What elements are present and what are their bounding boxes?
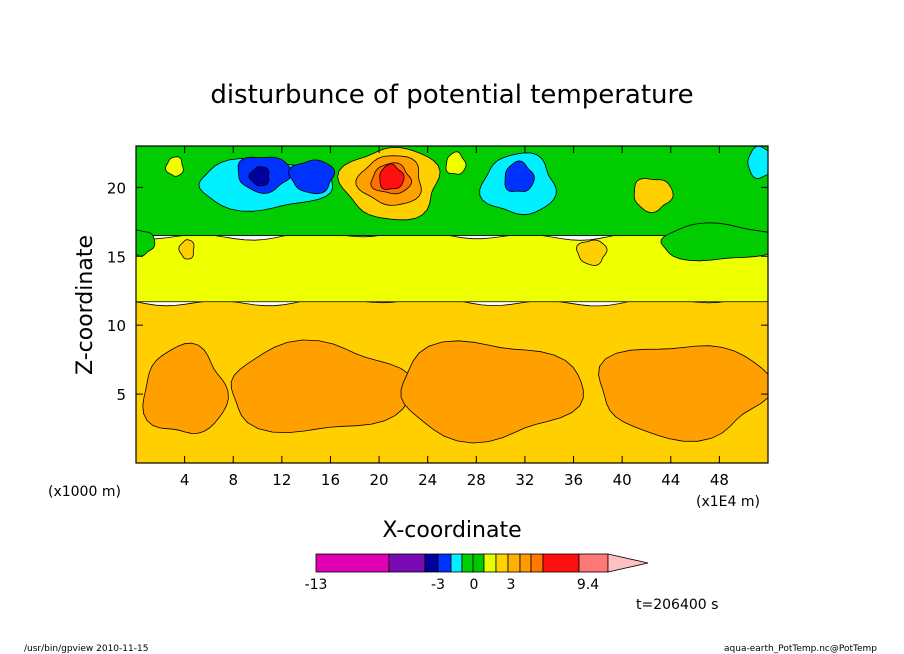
x-tick-label: 4 [180,471,190,489]
colorbar-cell [542,553,580,573]
contour-region [136,229,156,257]
x-tick-label: 36 [564,471,583,489]
colorbar-cell [578,553,609,573]
contour-region [165,156,184,177]
plot-area [136,146,768,463]
colorbar: -13 -3 0 3 9.4 [305,553,649,593]
colorbar-label: 9.4 [577,577,599,593]
colorbar-cell [315,553,390,573]
y-axis: 5 10 15 20 [107,179,768,404]
colorbar-label: -13 [305,577,328,593]
x-tick-label: 44 [661,471,680,489]
x-axis-label: X-coordinate [382,518,521,543]
y-tick-label: 20 [107,179,126,197]
colorbar-cell [461,553,474,573]
y-tick-label: 10 [107,317,126,335]
contour-region [598,345,768,442]
colorbar-cell [424,553,439,573]
colorbar-label: 0 [470,577,479,593]
colorbar-cell [472,553,485,573]
contour-region [633,178,674,214]
colorbar-cell [507,553,521,573]
colorbar-arrow [607,553,649,573]
time-label: t=206400 s [636,597,718,613]
y-tick-label: 5 [116,386,126,404]
chart-title: disturbunce of potential temperature [210,80,693,110]
contour-region [248,166,270,187]
colorbar-cell [388,553,426,573]
contour-region [504,160,535,193]
x-tick-label: 32 [515,471,534,489]
x-tick-label: 8 [228,471,238,489]
x-tick-label: 12 [272,471,291,489]
contour-region [379,163,405,191]
contour-region [400,340,584,444]
colorbar-cell [519,553,532,573]
y-tick-label: 15 [107,248,126,266]
contour-region [445,151,467,175]
footer-right: aqua-earth_PotTemp.nc@PotTemp [724,644,877,654]
x-tick-label: 28 [467,471,486,489]
x-tick-label: 40 [613,471,632,489]
contour-region [230,339,415,434]
contour-region [288,159,336,195]
x-tick-label: 20 [370,471,389,489]
x-tick-label: 16 [321,471,340,489]
x-tick-label: 24 [418,471,437,489]
x-tick-label: 48 [710,471,729,489]
contour-region [747,146,768,179]
colorbar-cell [483,553,497,573]
x-axis: 4 8 12 16 20 24 28 32 36 40 44 48 [180,146,729,489]
contour-region [178,239,195,260]
x-unit-left: (x1000 m) [48,484,121,500]
contour-region [576,239,608,266]
colorbar-cell [450,553,463,573]
colorbar-cell [530,553,544,573]
y-axis-label: Z-coordinate [73,235,98,375]
contour-region [142,342,229,434]
x-unit-right: (x1E4 m) [696,494,760,510]
colorbar-cell [437,553,452,573]
colorbar-label: -3 [431,577,445,593]
colorbar-label: 3 [507,577,516,593]
footer-left: /usr/bin/gpview 2010-11-15 [24,644,148,654]
plot-frame [135,145,769,464]
contour-region [660,222,768,262]
colorbar-cell [495,553,509,573]
